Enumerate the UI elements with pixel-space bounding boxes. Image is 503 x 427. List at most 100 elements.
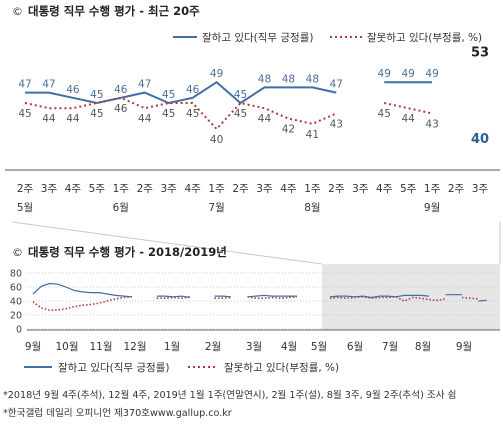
bottom-chart-title: 대통령 직무 수행 평가 - 2018/2019년 [28, 245, 227, 259]
x-tick-week: 4주 [65, 183, 82, 195]
legend2-negative-label: 잘못하고 있다(부정률, %) [224, 361, 339, 374]
series-line-negative [214, 296, 232, 300]
data-label-positive: 40 [471, 132, 489, 147]
month-label: 8월 [415, 341, 431, 353]
month-label: 2월 [205, 341, 221, 353]
y-tick-label: 0 [16, 325, 22, 336]
data-label-positive: 49 [425, 68, 438, 80]
series-line-positive [329, 294, 430, 299]
x-tick-week: 3주 [256, 183, 273, 195]
x-tick-week: 3주 [161, 183, 178, 195]
month-label: 1월 [164, 341, 180, 353]
y-tick-label: 80 [10, 269, 22, 280]
month-label: 11월 [89, 341, 112, 353]
data-label-negative: 44 [401, 113, 415, 125]
data-label-positive: 46 [186, 84, 200, 96]
x-tick-week: 4주 [376, 183, 393, 195]
data-label-negative: 45 [186, 108, 199, 120]
x-tick-week: 2주 [232, 183, 249, 195]
data-label-negative: 44 [138, 113, 152, 125]
data-label-positive: 45 [90, 89, 103, 101]
data-label-negative: 44 [42, 113, 56, 125]
month-label: 9월 [25, 341, 41, 353]
series-line-positive [214, 295, 232, 298]
top-chart: 47 45 47 44 46 44 45 45 46 46 47 44 45 45 46 45 49 40 45 45… [5, 45, 500, 214]
data-label-positive: 48 [306, 73, 319, 85]
x-tick-week: 4주 [184, 183, 201, 195]
series-line-negative [24, 96, 337, 131]
data-label-positive: 45 [162, 89, 175, 101]
series-line-positive [32, 282, 133, 298]
month-label: 4월 [281, 341, 297, 353]
x-tick-week: 1주 [304, 183, 321, 195]
y-tick-label: 20 [10, 311, 22, 322]
footnote-2: *한국갤럽 데일리 오피니언 제370호www.gallup.co.kr [3, 407, 232, 419]
x-tick-month: 9월 [424, 202, 440, 214]
series-line-negative [383, 102, 433, 115]
series-line-positive [25, 80, 337, 105]
data-label-positive: 48 [258, 73, 271, 85]
x-tick-week: 3주 [41, 183, 58, 195]
series-line-positive [478, 299, 487, 302]
x-tick-month: 5월 [17, 202, 33, 214]
x-tick-week: 1주 [424, 183, 441, 195]
data-label-positive: 48 [282, 73, 295, 85]
legend-negative-label: 잘못하고 있다(부정률, %) [367, 31, 482, 44]
data-label-negative: 42 [282, 124, 295, 136]
x-tick-week: 1주 [113, 183, 130, 195]
month-label: 12월 [123, 341, 146, 353]
legend-positive-label: 잘하고 있다(직무 긍정률) [202, 31, 313, 44]
footnote-1: *2018년 9월 4주(추석), 12월 4주, 2019년 1월 1주(연말… [3, 389, 456, 401]
data-label-negative: 44 [66, 113, 80, 125]
data-label-positive: 45 [234, 89, 247, 101]
series-line-positive [156, 295, 190, 299]
data-label-negative: 45 [378, 108, 391, 120]
bottom-chart: 0 20 40 60 80 9월 10월 11월 12월 1월 2월 3월 4월 5월 6월 7월 8월 9월 [10, 264, 500, 353]
series-line-negative [461, 296, 479, 300]
data-label-negative: 40 [210, 134, 223, 146]
data-label-negative: 45 [18, 108, 31, 120]
x-tick-week: 3주 [472, 183, 489, 195]
data-label-positive: 47 [18, 79, 31, 91]
data-label-positive: 47 [42, 79, 55, 91]
data-label-negative: 46 [114, 103, 128, 115]
data-label-positive: 49 [378, 68, 391, 80]
y-tick-label: 60 [10, 283, 22, 294]
month-label: 9월 [456, 341, 472, 353]
x-tick-week: 1주 [208, 183, 225, 195]
y-tick-label: 40 [10, 297, 22, 308]
recent-period-highlight [322, 264, 500, 330]
x-tick-month: 6월 [113, 202, 129, 214]
x-tick-week: 2주 [448, 183, 465, 195]
zoom-connector-left [11, 221, 323, 265]
data-label-negative: 44 [258, 113, 272, 125]
data-label-negative: 45 [234, 108, 247, 120]
legend2-positive-label: 잘하고 있다(직무 긍정률) [58, 361, 169, 374]
month-label: 7월 [382, 341, 398, 353]
top-chart-title: 대통령 직무 수행 평가 - 최근 20주 [28, 4, 200, 18]
x-tick-month: 7월 [208, 202, 224, 214]
data-label-negative: 53 [471, 45, 489, 60]
data-label-positive: 46 [66, 84, 80, 96]
x-tick-week: 2주 [328, 183, 345, 195]
data-label-negative: 41 [306, 129, 319, 141]
series-line-negative [247, 296, 298, 300]
series-line-negative [32, 296, 133, 311]
month-label: 3월 [246, 341, 262, 353]
x-tick-week: 2주 [17, 183, 34, 195]
x-tick-week: 2주 [137, 183, 154, 195]
month-label: 5월 [311, 341, 327, 353]
x-tick-week: 3주 [352, 183, 369, 195]
x-tick-week: 5주 [89, 183, 106, 195]
data-label-positive: 47 [138, 79, 151, 91]
title-icon-2: © [12, 246, 23, 259]
series-line-positive [247, 294, 297, 298]
title-icon: © [12, 5, 23, 18]
data-label-positive: 46 [114, 84, 128, 96]
data-label-positive: 49 [401, 68, 414, 80]
series-line-negative [329, 295, 446, 302]
data-label-positive: 47 [330, 79, 343, 91]
month-label: 6월 [347, 341, 363, 353]
data-label-negative: 45 [162, 108, 175, 120]
